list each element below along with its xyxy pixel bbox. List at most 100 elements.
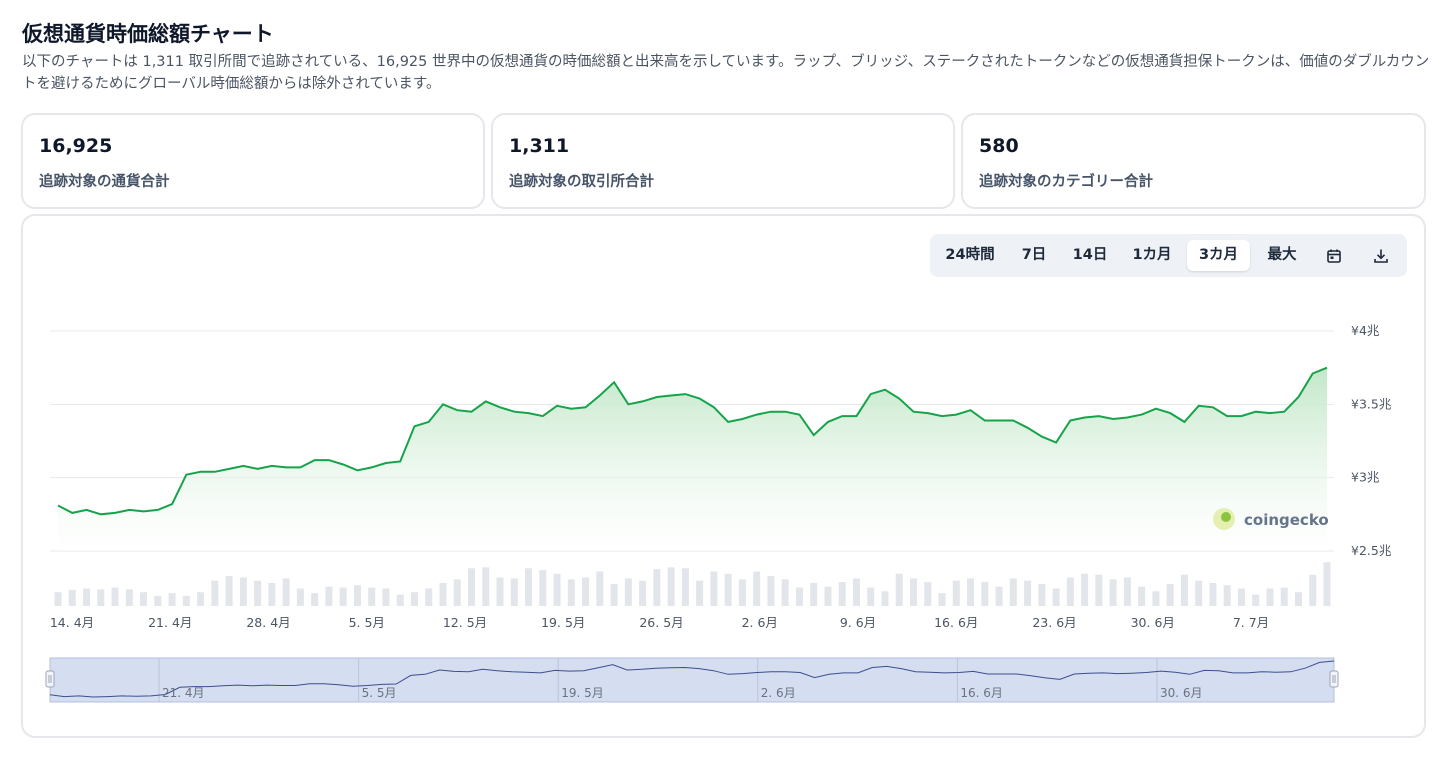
volume-bar bbox=[1038, 583, 1046, 606]
volume-bar bbox=[1252, 594, 1260, 606]
volume-bar bbox=[582, 577, 590, 606]
x-tick-label: 14. 4月 bbox=[50, 615, 94, 630]
range-14d-button[interactable]: 14日 bbox=[1072, 247, 1108, 263]
navigator-tick-label: 2. 6月 bbox=[761, 686, 796, 700]
volume-bar bbox=[624, 578, 632, 606]
volume-bar bbox=[938, 593, 946, 606]
x-tick-label: 5. 5月 bbox=[349, 615, 385, 630]
y-tick-label: ¥3.5兆 bbox=[1351, 396, 1392, 411]
volume-bar bbox=[482, 567, 490, 606]
volume-bar bbox=[239, 577, 247, 606]
x-axis-labels: 14. 4月 21. 4月 28. 4月 5. 5月 12. 5月 19. 5月 26. 5… bbox=[50, 615, 1269, 630]
stat-label-coins: 追跡対象の通貨合計 bbox=[39, 174, 170, 190]
navigator-tick-label: 5. 5月 bbox=[362, 686, 397, 700]
volume-bar bbox=[881, 591, 889, 606]
stat-value-exchanges: 1,311 bbox=[509, 135, 570, 157]
calendar-icon[interactable] bbox=[1320, 242, 1348, 269]
volume-bar bbox=[724, 573, 732, 606]
download-icon[interactable] bbox=[1367, 242, 1395, 269]
coingecko-watermark-text: coingecko bbox=[1244, 511, 1329, 529]
range-7d-button[interactable]: 7日 bbox=[1021, 247, 1047, 263]
volume-bar bbox=[553, 573, 561, 606]
volume-bar bbox=[1109, 579, 1117, 606]
volume-bar bbox=[1237, 588, 1245, 606]
x-tick-label: 19. 5月 bbox=[541, 615, 585, 630]
volume-bars bbox=[54, 562, 1331, 606]
range-24h-button[interactable]: 24時間 bbox=[945, 247, 995, 263]
volume-bar bbox=[824, 586, 832, 606]
navigator-labels: 21. 4月 5. 5月 19. 5月 2. 6月 16. 6月 30. 6月 bbox=[162, 686, 1203, 700]
volume-bar bbox=[125, 589, 133, 606]
x-tick-label: 21. 4月 bbox=[148, 615, 192, 630]
navigator-line bbox=[49, 660, 1335, 698]
volume-bar bbox=[68, 589, 76, 606]
volume-bar bbox=[1266, 588, 1274, 606]
volume-bar bbox=[867, 587, 875, 606]
volume-bar bbox=[83, 588, 91, 606]
volume-bar bbox=[154, 595, 162, 606]
volume-bar bbox=[696, 580, 704, 606]
y-tick-label: ¥3兆 bbox=[1351, 470, 1380, 485]
volume-bar bbox=[639, 580, 647, 606]
coingecko-logo-eye bbox=[1221, 512, 1231, 522]
volume-bar bbox=[767, 576, 775, 606]
volume-bar bbox=[1280, 587, 1288, 606]
volume-bar bbox=[1166, 583, 1174, 606]
volume-bar bbox=[467, 568, 475, 606]
volume-bar bbox=[325, 586, 333, 606]
market-cap-area bbox=[58, 367, 1327, 551]
navigator-tick-label: 21. 4月 bbox=[162, 686, 205, 700]
volume-bar bbox=[910, 578, 918, 606]
volume-bar bbox=[1052, 588, 1060, 606]
volume-bar bbox=[382, 588, 390, 606]
volume-bar bbox=[111, 587, 119, 606]
volume-bar bbox=[1152, 591, 1160, 606]
volume-bar bbox=[1024, 580, 1032, 606]
range-max-button[interactable]: 最大 bbox=[1267, 247, 1297, 263]
volume-bar bbox=[197, 592, 205, 606]
navigator-handle-right[interactable] bbox=[1329, 670, 1339, 688]
volume-bar bbox=[496, 577, 504, 606]
volume-bar bbox=[211, 580, 219, 606]
range-3m-button[interactable]: 3カ月 bbox=[1187, 240, 1250, 271]
navigator-tick-label: 30. 6月 bbox=[1160, 686, 1203, 700]
volume-bar bbox=[539, 570, 547, 606]
stat-value-coins: 16,925 bbox=[39, 135, 113, 157]
range-1m-button[interactable]: 1カ月 bbox=[1132, 247, 1172, 263]
x-tick-label: 9. 6月 bbox=[840, 615, 876, 630]
volume-bar bbox=[995, 586, 1003, 606]
volume-bar bbox=[410, 592, 418, 606]
volume-bar bbox=[567, 579, 575, 606]
volume-bar bbox=[453, 579, 461, 606]
volume-bar bbox=[596, 571, 604, 606]
volume-bar bbox=[1180, 574, 1188, 606]
volume-bar bbox=[1123, 577, 1131, 606]
coingecko-watermark: coingecko bbox=[1213, 508, 1329, 530]
volume-bar bbox=[895, 573, 903, 606]
volume-bar bbox=[1323, 562, 1331, 606]
navigator-tick-label: 19. 5月 bbox=[561, 686, 604, 700]
volume-bar bbox=[810, 583, 818, 606]
stat-card-coins: 16,925 追跡対象の通貨合計 bbox=[21, 113, 485, 209]
page-title: 仮想通貨時価総額チャート bbox=[22, 22, 274, 46]
volume-bar bbox=[967, 578, 975, 606]
stat-label-categories: 追跡対象のカテゴリー合計 bbox=[979, 174, 1153, 190]
volume-bar bbox=[1081, 573, 1089, 606]
volume-bar bbox=[225, 576, 233, 606]
volume-bar bbox=[1309, 574, 1317, 606]
volume-bar bbox=[254, 580, 262, 606]
volume-bar bbox=[396, 594, 404, 606]
volume-bar bbox=[924, 582, 932, 606]
y-tick-label: ¥2.5兆 bbox=[1351, 543, 1392, 558]
stat-card-exchanges: 1,311 追跡対象の取引所合計 bbox=[491, 113, 955, 209]
volume-bar bbox=[439, 583, 447, 606]
volume-bar bbox=[1223, 585, 1231, 606]
x-tick-label: 30. 6月 bbox=[1131, 615, 1175, 630]
volume-bar bbox=[738, 579, 746, 606]
navigator-window[interactable] bbox=[49, 657, 1335, 703]
x-tick-label: 26. 5月 bbox=[639, 615, 683, 630]
navigator-handle-left[interactable] bbox=[45, 670, 55, 688]
volume-bar bbox=[1138, 586, 1146, 606]
x-tick-label: 7. 7月 bbox=[1233, 615, 1269, 630]
volume-bar bbox=[667, 567, 675, 606]
